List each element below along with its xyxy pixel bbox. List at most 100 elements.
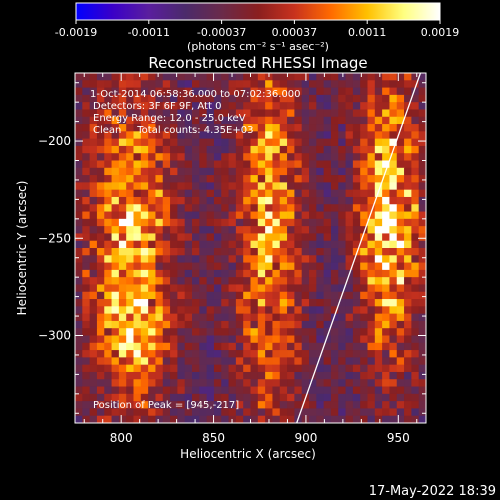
heatmap-cell <box>170 342 178 351</box>
heatmap-cell <box>184 138 193 147</box>
heatmap-cell <box>206 291 215 300</box>
heatmap-cell <box>243 415 251 424</box>
heatmap-cell <box>257 102 266 110</box>
heatmap-cell <box>184 124 193 132</box>
heatmap-cell <box>316 299 325 307</box>
heatmap-cell <box>411 320 420 329</box>
heatmap-cell <box>257 284 266 293</box>
heatmap-cell <box>104 124 112 132</box>
heatmap-cell <box>345 167 354 176</box>
heatmap-cell <box>330 371 339 380</box>
heatmap-cell <box>184 175 193 183</box>
heatmap-cell <box>170 408 178 417</box>
heatmap-cell <box>104 269 112 278</box>
heatmap-cell <box>221 248 229 256</box>
heatmap-cell <box>243 262 251 271</box>
heatmap-cell <box>82 386 91 395</box>
heatmap-cell <box>221 320 229 329</box>
heatmap-cell <box>323 124 332 132</box>
y-tick-label: −300 <box>38 329 71 343</box>
heatmap-cell <box>126 109 134 118</box>
heatmap-cell <box>243 131 251 140</box>
heatmap-cell <box>316 102 325 110</box>
heatmap-cell <box>155 335 164 344</box>
heatmap-cell <box>309 393 317 402</box>
heatmap-cell <box>177 73 186 81</box>
heatmap-cell <box>294 145 303 154</box>
heatmap-cell <box>418 269 427 278</box>
heatmap-cell <box>184 299 193 307</box>
heatmap-cell <box>82 415 91 424</box>
heatmap-cell <box>118 73 127 81</box>
heatmap-cell <box>199 167 208 176</box>
heatmap-cell <box>360 211 368 220</box>
heatmap-cell <box>265 218 273 227</box>
heatmap-cell <box>75 342 83 351</box>
heatmap-cell <box>250 233 259 242</box>
heatmap-cell <box>411 189 420 198</box>
heatmap-cell <box>272 320 281 329</box>
heatmap-cell <box>330 299 339 307</box>
heatmap-cell <box>177 408 186 417</box>
heatmap-cell <box>345 342 354 351</box>
heatmap-cell <box>374 218 383 227</box>
heatmap-cell <box>243 116 251 125</box>
heatmap-cell <box>360 196 368 205</box>
heatmap-cell <box>96 218 105 227</box>
heatmap-cell <box>382 109 390 118</box>
heatmap-cell <box>133 371 142 380</box>
heatmap-cell <box>294 320 303 329</box>
heatmap-cell <box>338 102 346 110</box>
heatmap-cell <box>126 371 134 380</box>
heatmap-cell <box>294 299 303 307</box>
heatmap-cell <box>221 357 229 366</box>
heatmap-cell <box>162 218 171 227</box>
heatmap-cell <box>177 255 186 263</box>
heatmap-cell <box>257 233 266 242</box>
heatmap-cell <box>155 415 164 424</box>
heatmap-cell <box>221 80 229 88</box>
heatmap-cell <box>382 196 390 205</box>
heatmap-cell <box>360 160 368 169</box>
heatmap-cell <box>155 175 164 183</box>
heatmap-cell <box>360 109 368 118</box>
heatmap-cell <box>250 196 259 205</box>
heatmap-cell <box>133 160 142 169</box>
heatmap-cell <box>272 306 281 315</box>
heatmap-cell <box>228 291 237 300</box>
heatmap-cell <box>352 342 361 351</box>
heatmap-cell <box>133 269 142 278</box>
heatmap-cell <box>192 364 200 373</box>
heatmap-cell <box>126 102 134 110</box>
heatmap-cell <box>360 175 368 183</box>
heatmap-cell <box>126 401 134 409</box>
heatmap-cell <box>265 284 273 293</box>
heatmap-cell <box>192 379 200 387</box>
heatmap-cell <box>287 145 295 154</box>
heatmap-cell <box>126 189 134 198</box>
heatmap-cell <box>323 240 332 249</box>
heatmap-cell <box>250 240 259 249</box>
heatmap-cell <box>184 109 193 118</box>
heatmap-cell <box>177 284 186 293</box>
heatmap-cell <box>162 94 171 103</box>
heatmap-cell <box>213 145 222 154</box>
heatmap-cell <box>396 291 405 300</box>
heatmap-cell <box>221 182 229 191</box>
heatmap-cell <box>199 211 208 220</box>
heatmap-cell <box>294 153 303 161</box>
heatmap-cell <box>396 342 405 351</box>
heatmap-cell <box>126 167 134 176</box>
heatmap-cell <box>323 94 332 103</box>
heatmap-cell <box>235 306 244 315</box>
heatmap-cell <box>228 211 237 220</box>
heatmap-cell <box>389 233 398 242</box>
heatmap-cell <box>213 131 222 140</box>
heatmap-cell <box>287 313 295 322</box>
heatmap-cell <box>389 160 398 169</box>
heatmap-cell <box>309 342 317 351</box>
heatmap-cell <box>170 175 178 183</box>
heatmap-cell <box>265 233 273 242</box>
heatmap-cell <box>235 313 244 322</box>
heatmap-cell <box>279 116 288 125</box>
